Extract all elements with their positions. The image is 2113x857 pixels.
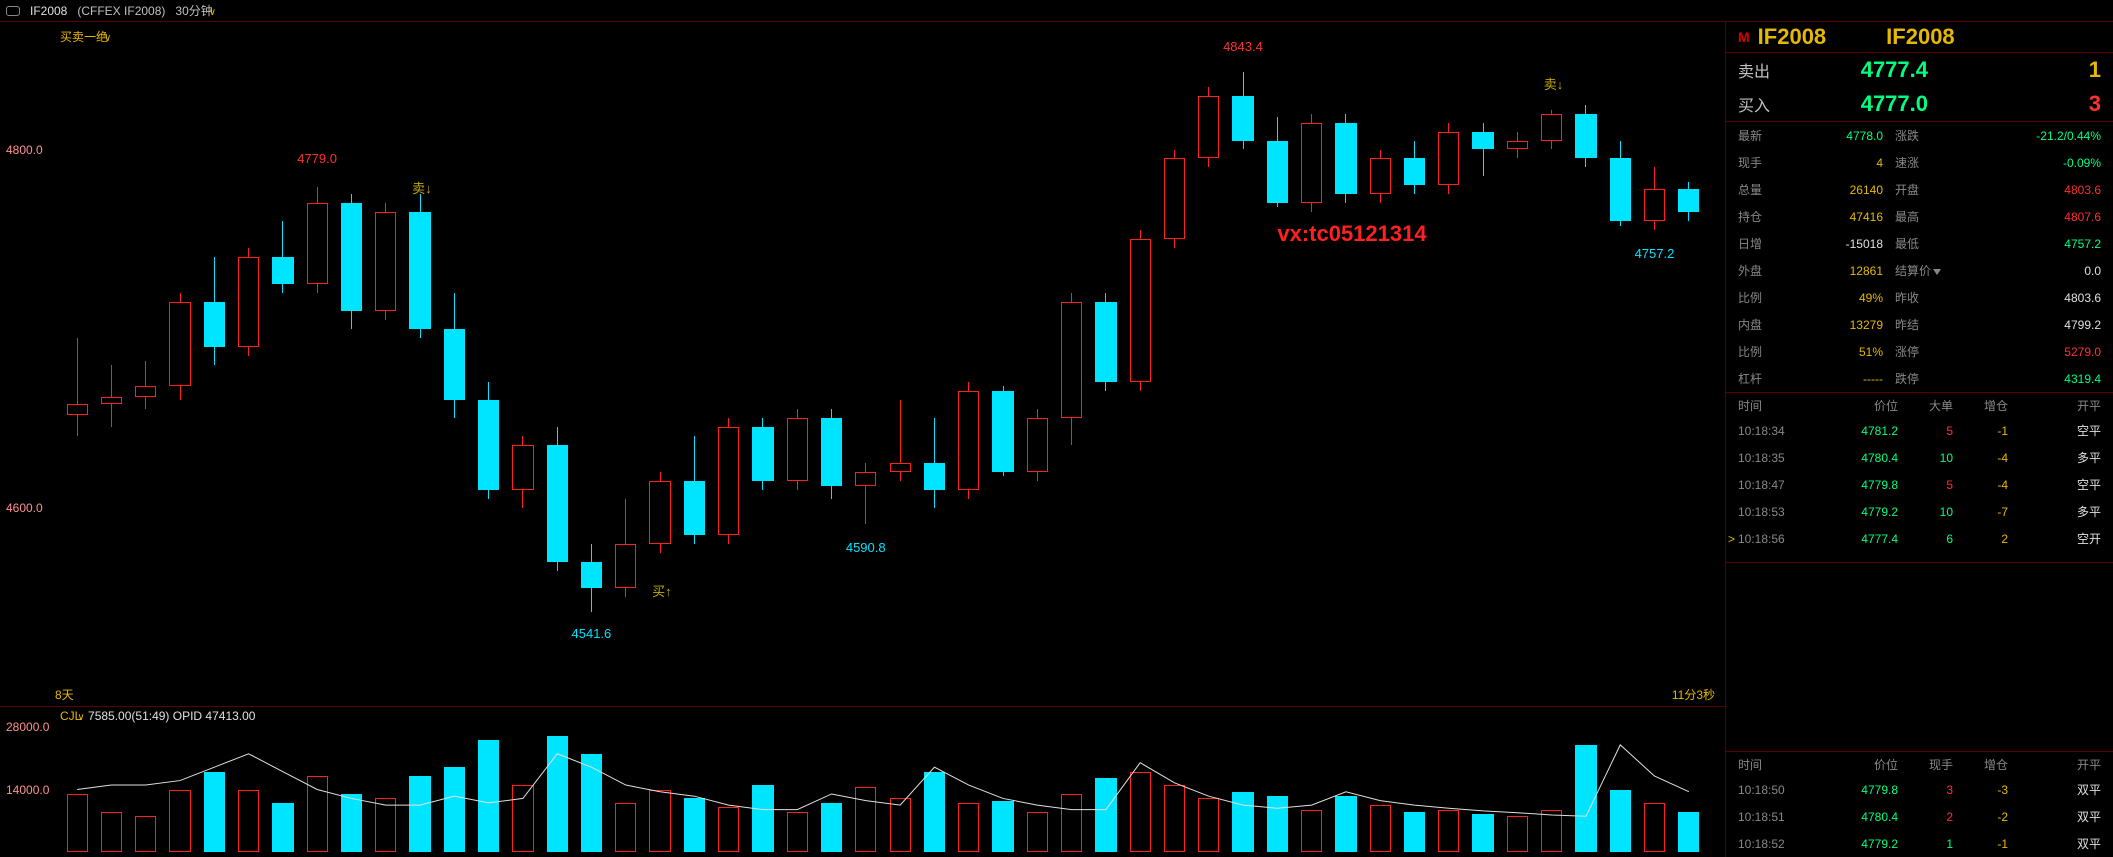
- ask-row: 卖出 4777.4 1: [1726, 53, 2113, 87]
- quote-panel: M IF2008 IF2008 卖出 4777.4 1 买入 4777.0 3 …: [1726, 22, 2113, 857]
- tick-row: 10:18:344781.25-1空平: [1726, 417, 2113, 444]
- quote-row: 杠杆-----跌停4319.4: [1726, 365, 2113, 392]
- y-tick-label: 4600.0: [6, 501, 43, 515]
- vol-y-tick: 28000.0: [6, 720, 49, 734]
- quote-row: 比例49%昨收4803.6: [1726, 284, 2113, 311]
- quote-header: M IF2008 IF2008: [1726, 22, 2113, 52]
- vol-y-tick: 14000.0: [6, 783, 49, 797]
- signal-label: 卖↓: [412, 178, 432, 197]
- quote-row: 外盘12861结算价0.0: [1726, 257, 2113, 284]
- quote-row: 内盘13279昨结4799.2: [1726, 311, 2113, 338]
- price-label: 4541.6: [572, 626, 612, 641]
- interval-selector[interactable]: 30分钟∨: [175, 2, 216, 19]
- watermark: vx:tc05121314: [1277, 221, 1426, 247]
- tick-row: 10:18:564777.462空开: [1726, 525, 2113, 552]
- tick-header: 时间价位现手增仓开平: [1726, 752, 2113, 776]
- tick-row: 10:18:534779.210-7多平: [1726, 498, 2113, 525]
- bid-qty: 3: [1928, 91, 2101, 117]
- countdown-label: 11分3秒: [1672, 686, 1715, 703]
- quote-row: 日增-15018最低4757.2: [1726, 230, 2113, 257]
- signal-label: 卖↓: [1544, 74, 1564, 93]
- header-bar: IF2008 (CFFEX IF2008) 30分钟∨: [0, 0, 2113, 22]
- quote-row: 最新4778.0涨跌-21.2/0.44%: [1726, 122, 2113, 149]
- volume-chart[interactable]: 14000.0 28000.0 CJL∨ 7585.00(51:49) OPID 4…: [0, 707, 1725, 857]
- ticks-panel-2: 时间价位现手增仓开平10:18:504779.83-3双平10:18:51478…: [1726, 751, 2113, 857]
- ticks-panel-1: 时间价位大单增仓开平10:18:344781.25-1空平10:18:35478…: [1726, 393, 2113, 563]
- link-icon[interactable]: [6, 6, 20, 16]
- y-tick-label: 4800.0: [6, 143, 43, 157]
- indicator-label[interactable]: 买卖一绝∨: [60, 28, 111, 45]
- price-label: 4590.8: [846, 540, 886, 555]
- price-label: 4779.0: [297, 151, 337, 166]
- tick-row: 10:18:504779.83-3双平: [1726, 776, 2113, 803]
- tick-row: 10:18:354780.410-4多平: [1726, 444, 2113, 471]
- quote-row: 持仓47416最高4807.6: [1726, 203, 2113, 230]
- quote-row: 比例51%涨停5279.0: [1726, 338, 2113, 365]
- tick-header: 时间价位大单增仓开平: [1726, 393, 2113, 417]
- quote-row: 现手4速涨-0.09%: [1726, 149, 2113, 176]
- price-label: 4757.2: [1635, 246, 1675, 261]
- price-label: 4843.4: [1223, 39, 1263, 54]
- date-label: 8天: [55, 686, 74, 703]
- header-symbol: IF2008: [30, 4, 67, 18]
- candlestick-chart[interactable]: 4600.0 4800.0 买卖一绝∨ 8天 11分3秒 4779.0 4843.4 4541…: [0, 22, 1725, 707]
- header-exchange: (CFFEX IF2008): [77, 4, 165, 18]
- tick-row: 10:18:524779.21-1双平: [1726, 830, 2113, 857]
- tick-row: 10:18:514780.42-2双平: [1726, 803, 2113, 830]
- quote-grid: 最新4778.0涨跌-21.2/0.44%现手4速涨-0.09%总量26140开…: [1726, 122, 2113, 393]
- tick-row: 10:18:474779.85-4空平: [1726, 471, 2113, 498]
- volume-label[interactable]: CJL∨ 7585.00(51:49) OPID 47413.00: [60, 709, 255, 723]
- bid-row: 买入 4777.0 3: [1726, 87, 2113, 121]
- signal-label: 买↑: [652, 581, 672, 600]
- ask-qty: 1: [1928, 57, 2101, 83]
- quote-row: 总量26140开盘4803.6: [1726, 176, 2113, 203]
